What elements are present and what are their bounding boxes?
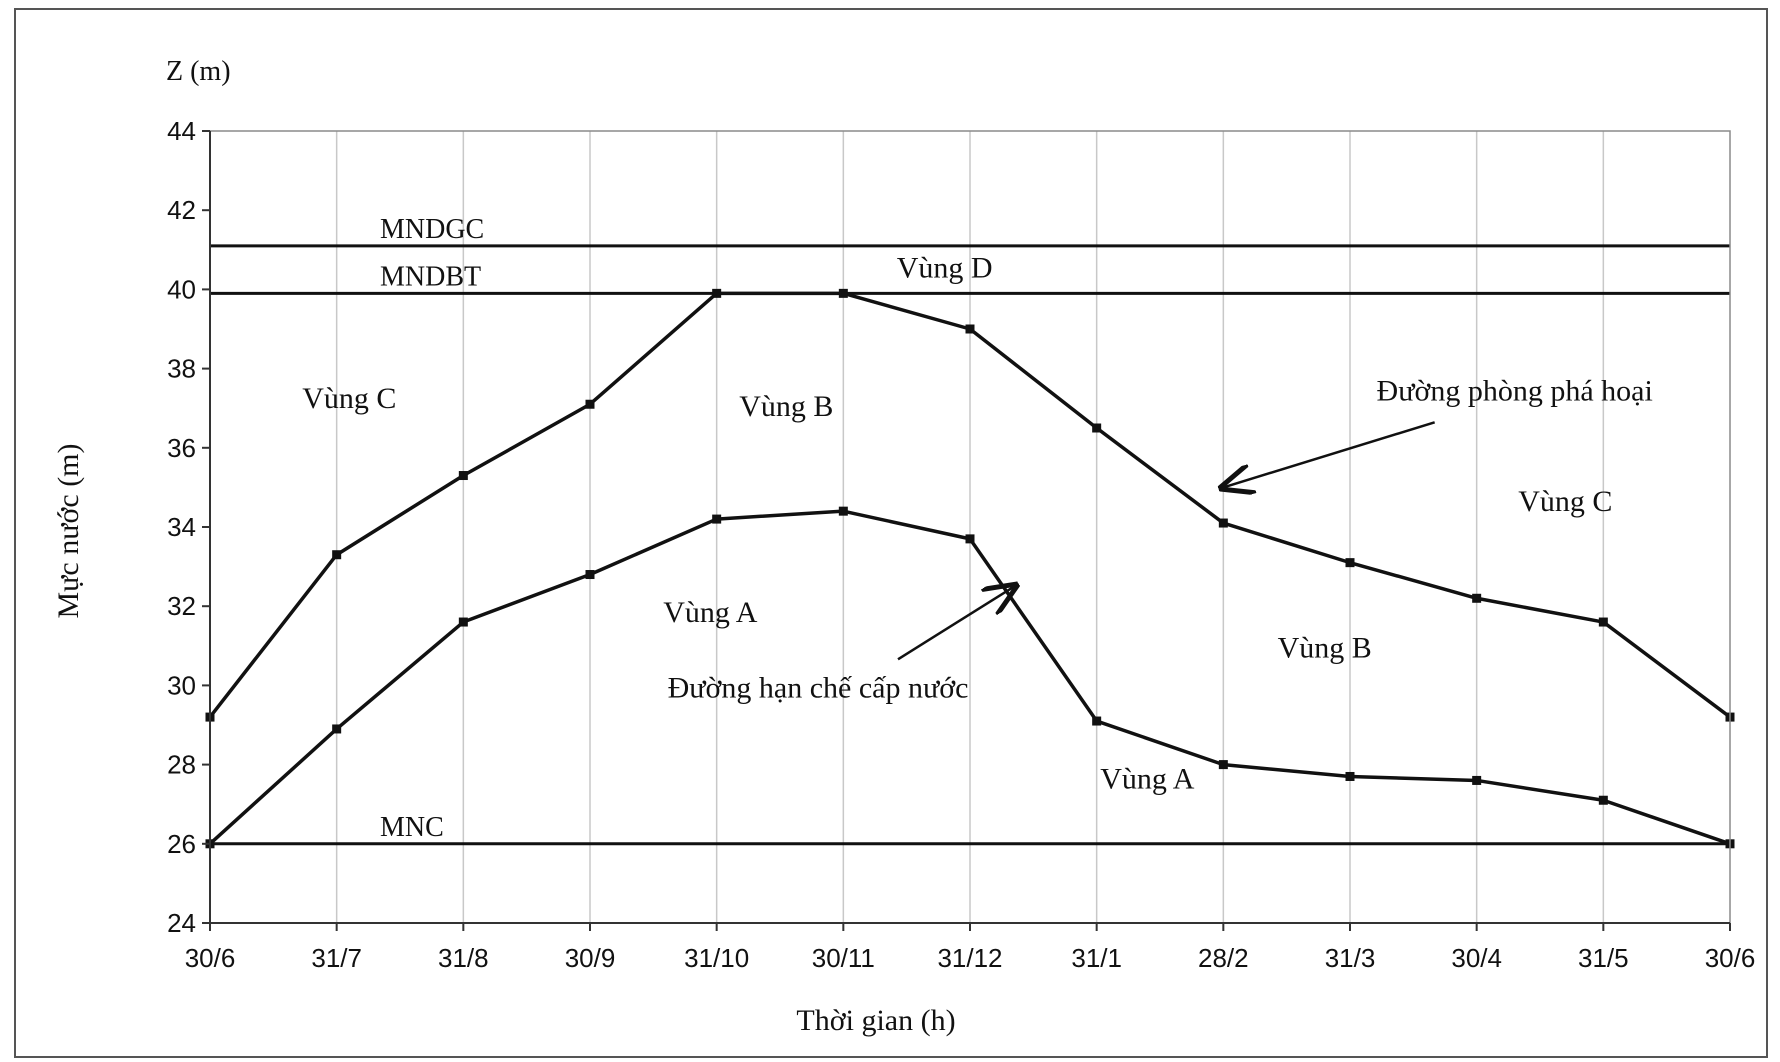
y-tick-label: 34 bbox=[167, 512, 196, 542]
x-tick-label: 30/6 bbox=[185, 943, 236, 973]
y-tick-label: 30 bbox=[167, 670, 196, 700]
data-point bbox=[838, 288, 848, 298]
data-point bbox=[332, 550, 342, 560]
data-point bbox=[1345, 771, 1355, 781]
chart-frame bbox=[14, 8, 1768, 1058]
y-tick-label: 36 bbox=[167, 433, 196, 463]
data-point bbox=[585, 570, 595, 580]
y-axis-label: Mực nước (m) bbox=[52, 443, 85, 618]
zone-label: Vùng A bbox=[663, 596, 758, 629]
data-point bbox=[965, 534, 975, 544]
y-tick-label: 38 bbox=[167, 354, 196, 384]
y-tick-label: 24 bbox=[167, 908, 196, 938]
reference-line-label: MNDGC bbox=[380, 214, 484, 245]
x-tick-label: 30/6 bbox=[1705, 943, 1756, 973]
reference-lines: MNDGC MNDBT MNC bbox=[210, 214, 1730, 846]
data-point bbox=[458, 471, 468, 481]
zone-label: Vùng D bbox=[897, 252, 993, 285]
x-axis-label: Thời gian (h) bbox=[796, 1004, 955, 1037]
data-point bbox=[1598, 617, 1608, 627]
data-point bbox=[965, 324, 975, 334]
x-tick-label: 31/3 bbox=[1325, 943, 1376, 973]
x-tick-label: 31/10 bbox=[684, 943, 749, 973]
zone-label: Vùng B bbox=[1278, 632, 1372, 665]
x-tick-label: 30/9 bbox=[565, 943, 616, 973]
y-tick-label: 28 bbox=[167, 750, 196, 780]
data-point bbox=[1345, 558, 1355, 568]
data-point bbox=[1092, 716, 1102, 726]
y-tick-label: 26 bbox=[167, 829, 196, 859]
data-point bbox=[1472, 593, 1482, 603]
data-point bbox=[585, 399, 595, 409]
y-tick-label: 42 bbox=[167, 195, 196, 225]
x-tick-label: 31/8 bbox=[438, 943, 489, 973]
x-tick-label: 28/2 bbox=[1198, 943, 1249, 973]
data-point bbox=[712, 514, 722, 524]
zone-label: Vùng B bbox=[739, 390, 833, 423]
annotation-label: Đường phòng phá hoại bbox=[1377, 374, 1653, 407]
annotation-arrow bbox=[897, 586, 1014, 661]
zone-label: Vùng C bbox=[302, 382, 396, 415]
x-tick-label: 31/12 bbox=[937, 943, 1002, 973]
y-tick-label: 32 bbox=[167, 591, 196, 621]
x-tick-label: 31/5 bbox=[1578, 943, 1629, 973]
vertical-gridlines bbox=[335, 131, 1605, 923]
data-point bbox=[712, 288, 722, 298]
annotation-arrow bbox=[1223, 421, 1436, 487]
x-tick-label: 30/11 bbox=[812, 943, 875, 973]
reference-line-label: MNDBT bbox=[380, 261, 481, 292]
data-point bbox=[1218, 760, 1228, 770]
data-point bbox=[838, 506, 848, 516]
annotation-label: Đường hạn chế cấp nước bbox=[668, 671, 969, 704]
y-tick-label: 40 bbox=[167, 274, 196, 304]
x-tick-label: 30/4 bbox=[1451, 943, 1502, 973]
data-point bbox=[1092, 423, 1102, 433]
data-point bbox=[458, 617, 468, 627]
zone-label: Vùng A bbox=[1100, 762, 1195, 795]
zone-label: Vùng C bbox=[1518, 485, 1612, 518]
data-point bbox=[1598, 795, 1608, 805]
y-axis-top-label: Z (m) bbox=[166, 56, 231, 87]
x-tick-label: 31/7 bbox=[311, 943, 362, 973]
axes: 24 26 28 30 32 34 36 38 40 42 44 30/6 31/7 31/8 30/9 31… bbox=[167, 116, 1755, 973]
data-point bbox=[1218, 518, 1228, 528]
y-tick-label: 44 bbox=[167, 116, 196, 146]
data-point bbox=[332, 724, 342, 734]
reference-line-label: MNC bbox=[380, 812, 444, 843]
chart-labels: Vùng D Vùng C Vùng B Vùng C Vùng A Vùng B Vùng… bbox=[302, 252, 1653, 796]
data-point bbox=[1472, 775, 1482, 785]
x-tick-label: 31/1 bbox=[1071, 943, 1122, 973]
